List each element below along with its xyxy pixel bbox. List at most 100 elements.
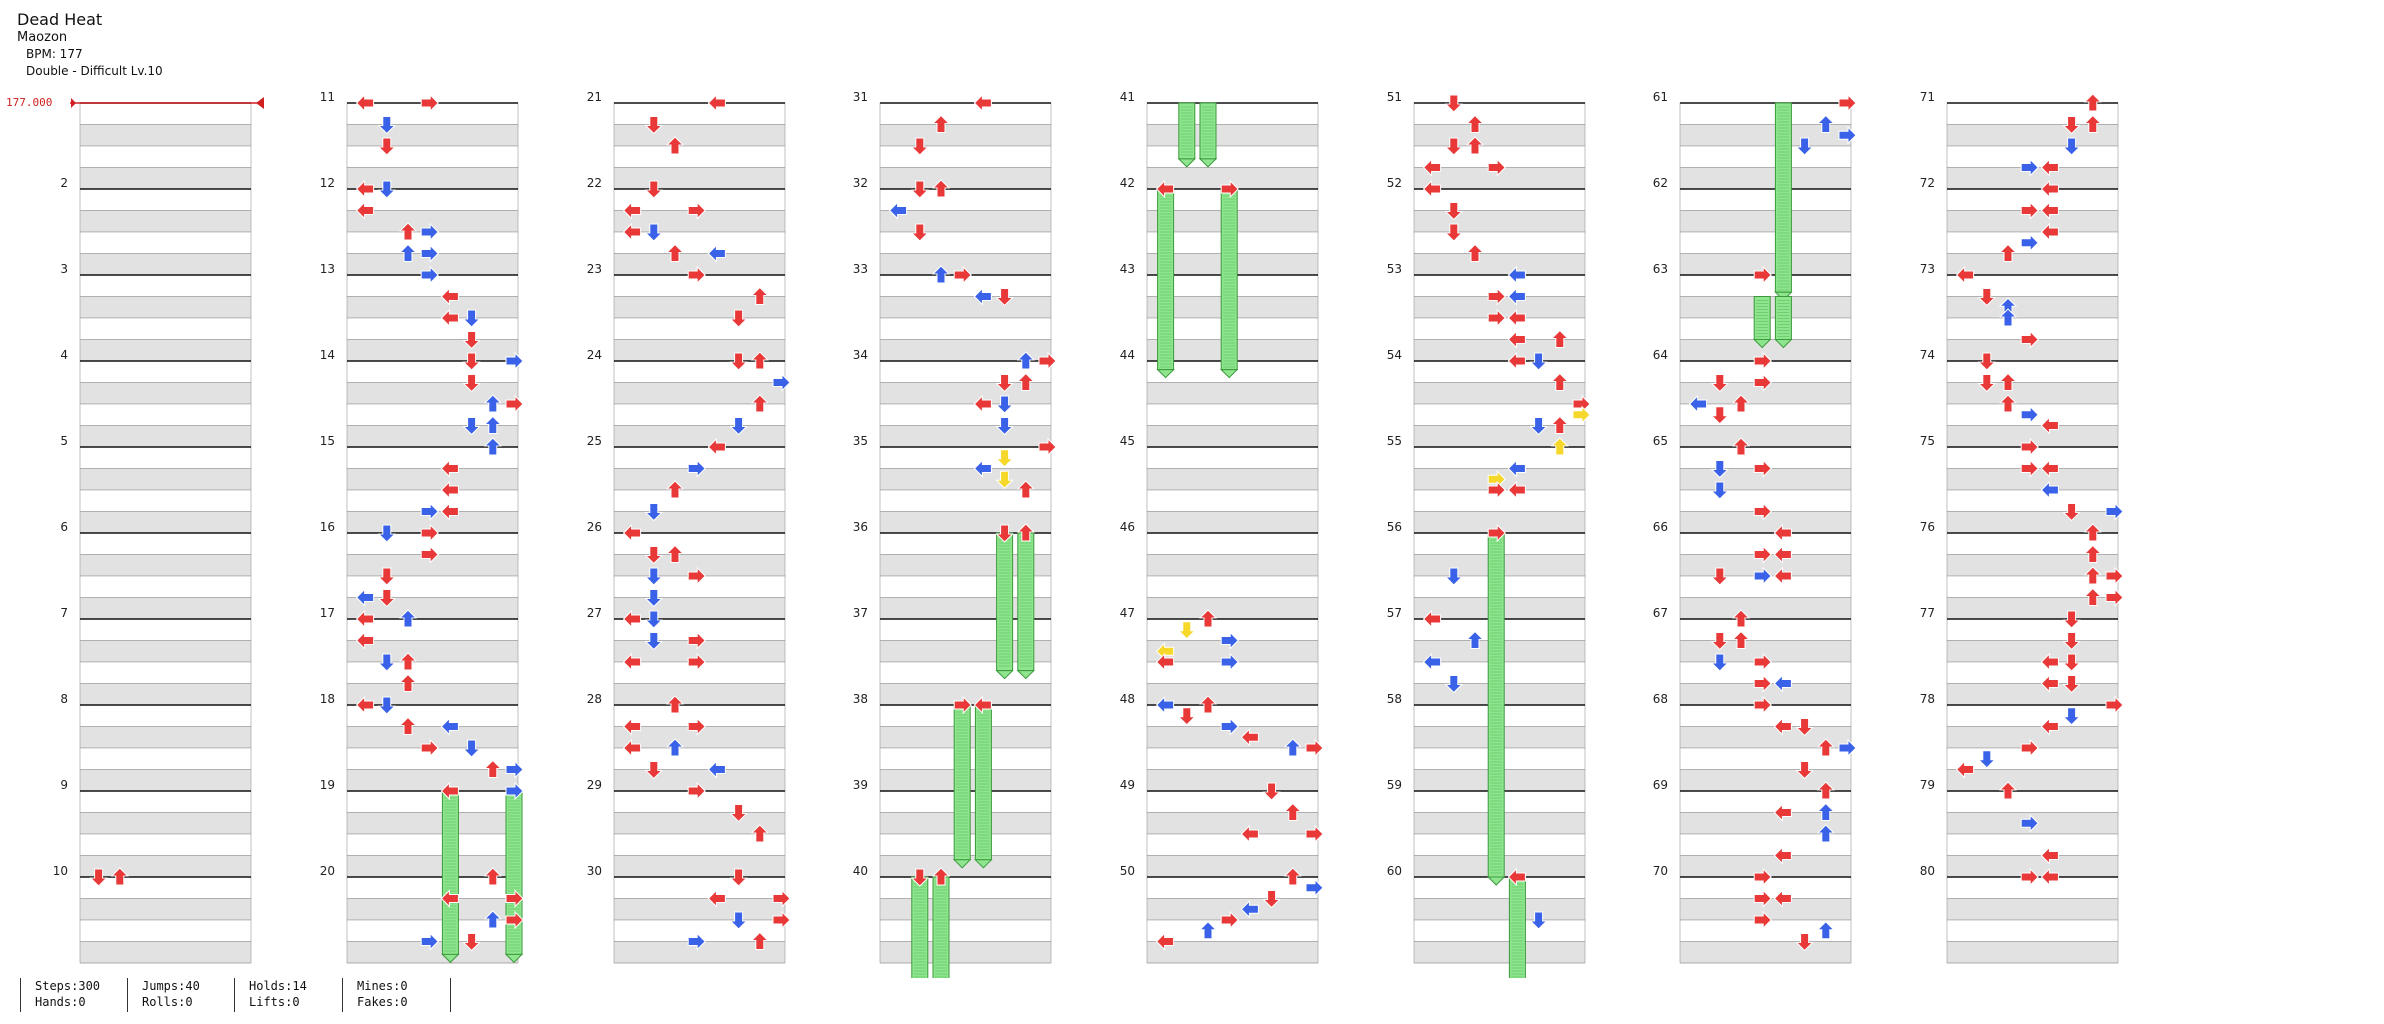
measure-number: 70 bbox=[1653, 864, 1668, 878]
note-arrow-up bbox=[750, 824, 770, 843]
hold-end bbox=[995, 670, 1014, 680]
note-arrow-left bbox=[1773, 523, 1792, 543]
note-arrow-left bbox=[1507, 265, 1526, 285]
hold-body bbox=[1774, 296, 1792, 340]
beat-band bbox=[79, 876, 252, 899]
measure-number: 74 bbox=[1920, 348, 1935, 362]
note-arrow-up bbox=[483, 394, 503, 413]
note-arrow-right bbox=[420, 222, 439, 242]
note-arrow-left bbox=[440, 889, 459, 908]
note-arrow-down bbox=[644, 223, 664, 242]
note-arrow-up bbox=[1816, 921, 1836, 940]
beat-band bbox=[79, 489, 252, 512]
beat-band bbox=[1146, 145, 1319, 168]
note-arrow-up bbox=[1998, 308, 2018, 327]
measure-number: 58 bbox=[1387, 692, 1402, 706]
note-arrow-up bbox=[110, 867, 130, 886]
beat-band bbox=[879, 317, 1052, 340]
note-arrow-left bbox=[1507, 330, 1526, 349]
note-arrow-right bbox=[1487, 523, 1506, 543]
hold-end bbox=[974, 859, 993, 869]
measure-number: 5 bbox=[60, 434, 68, 448]
song-artist: Maozon bbox=[17, 30, 68, 45]
measure-number: 63 bbox=[1653, 262, 1668, 276]
beat-band bbox=[1946, 640, 2119, 663]
note-arrow-right bbox=[420, 545, 439, 564]
beat-band bbox=[613, 124, 786, 147]
note-arrow-up bbox=[483, 910, 503, 929]
note-arrow-right bbox=[505, 351, 524, 371]
note-arrow-down bbox=[1795, 761, 1814, 780]
beat-band bbox=[79, 747, 252, 770]
beat-band bbox=[346, 661, 519, 684]
measure-number: 75 bbox=[1920, 434, 1935, 448]
note-arrow-left bbox=[707, 760, 726, 779]
note-arrow-right bbox=[1753, 910, 1772, 930]
beat-band bbox=[1679, 597, 1852, 620]
note-arrow-right bbox=[687, 459, 706, 478]
note-arrow-left bbox=[1155, 695, 1175, 715]
measure-number: 78 bbox=[1920, 692, 1935, 706]
beat-band bbox=[79, 812, 252, 835]
measure-number: 61 bbox=[1653, 90, 1668, 104]
note-arrow-up bbox=[2083, 523, 2103, 542]
note-arrow-left bbox=[2040, 222, 2059, 242]
note-arrow-down bbox=[2062, 116, 2081, 135]
beat-band bbox=[79, 210, 252, 233]
beat-band bbox=[1413, 124, 1586, 147]
measure-number: 46 bbox=[1120, 520, 1135, 534]
beat-band bbox=[1413, 253, 1586, 276]
note-arrow-down bbox=[1529, 352, 1548, 371]
note-arrow-right bbox=[2020, 233, 2039, 252]
measure-number: 33 bbox=[853, 262, 868, 276]
note-arrow-left bbox=[622, 652, 642, 672]
measure-number: 19 bbox=[320, 778, 335, 792]
hold-body bbox=[974, 704, 992, 861]
beat-band bbox=[1146, 554, 1319, 577]
note-arrow-down bbox=[995, 374, 1014, 393]
beat-band bbox=[613, 855, 786, 878]
beat-band bbox=[1146, 489, 1319, 512]
beat-band bbox=[79, 317, 252, 340]
hold-end bbox=[1752, 339, 1772, 349]
measure-number: 42 bbox=[1120, 176, 1135, 190]
note-arrow-left bbox=[1688, 394, 1708, 414]
measure-number: 38 bbox=[853, 692, 868, 706]
hold-body bbox=[911, 876, 929, 978]
note-arrow-up bbox=[2083, 587, 2103, 606]
note-arrow-right bbox=[505, 910, 524, 930]
beat-band bbox=[879, 231, 1052, 254]
note-arrow-right bbox=[1305, 738, 1324, 758]
note-arrow-left bbox=[2040, 416, 2059, 435]
note-arrow-down bbox=[462, 374, 481, 393]
note-arrow-left bbox=[1773, 889, 1792, 908]
note-arrow-down bbox=[729, 911, 748, 930]
note-arrow-down bbox=[1444, 567, 1464, 586]
measure-number: 27 bbox=[587, 606, 602, 620]
beat-band bbox=[79, 704, 252, 727]
note-arrow-right bbox=[2020, 158, 2039, 177]
note-arrow-down bbox=[1710, 632, 1730, 651]
beat-band bbox=[613, 145, 786, 168]
note-arrow-left bbox=[440, 781, 459, 801]
measure-number: 12 bbox=[320, 176, 335, 190]
note-arrow-left bbox=[1240, 824, 1259, 844]
note-arrow-up bbox=[1998, 372, 2018, 391]
note-arrow-up bbox=[1816, 824, 1836, 843]
note-arrow-left bbox=[1507, 308, 1526, 328]
note-arrow-up bbox=[1816, 114, 1836, 133]
measure-number: 31 bbox=[853, 90, 868, 104]
stat-rolls: Rolls:0 bbox=[142, 995, 193, 1009]
beat-band bbox=[1679, 618, 1852, 641]
note-arrow-left bbox=[355, 179, 375, 199]
beat-band bbox=[79, 919, 252, 942]
measure-number: 47 bbox=[1120, 606, 1135, 620]
note-arrow-left bbox=[888, 201, 908, 220]
note-arrow-right bbox=[687, 631, 706, 650]
hold-body bbox=[932, 876, 950, 978]
note-arrow-up bbox=[1550, 329, 1570, 348]
note-arrow-down bbox=[2062, 675, 2081, 694]
beat-band bbox=[879, 876, 1052, 899]
note-arrow-down bbox=[1977, 352, 1997, 371]
beat-band bbox=[879, 102, 1052, 125]
